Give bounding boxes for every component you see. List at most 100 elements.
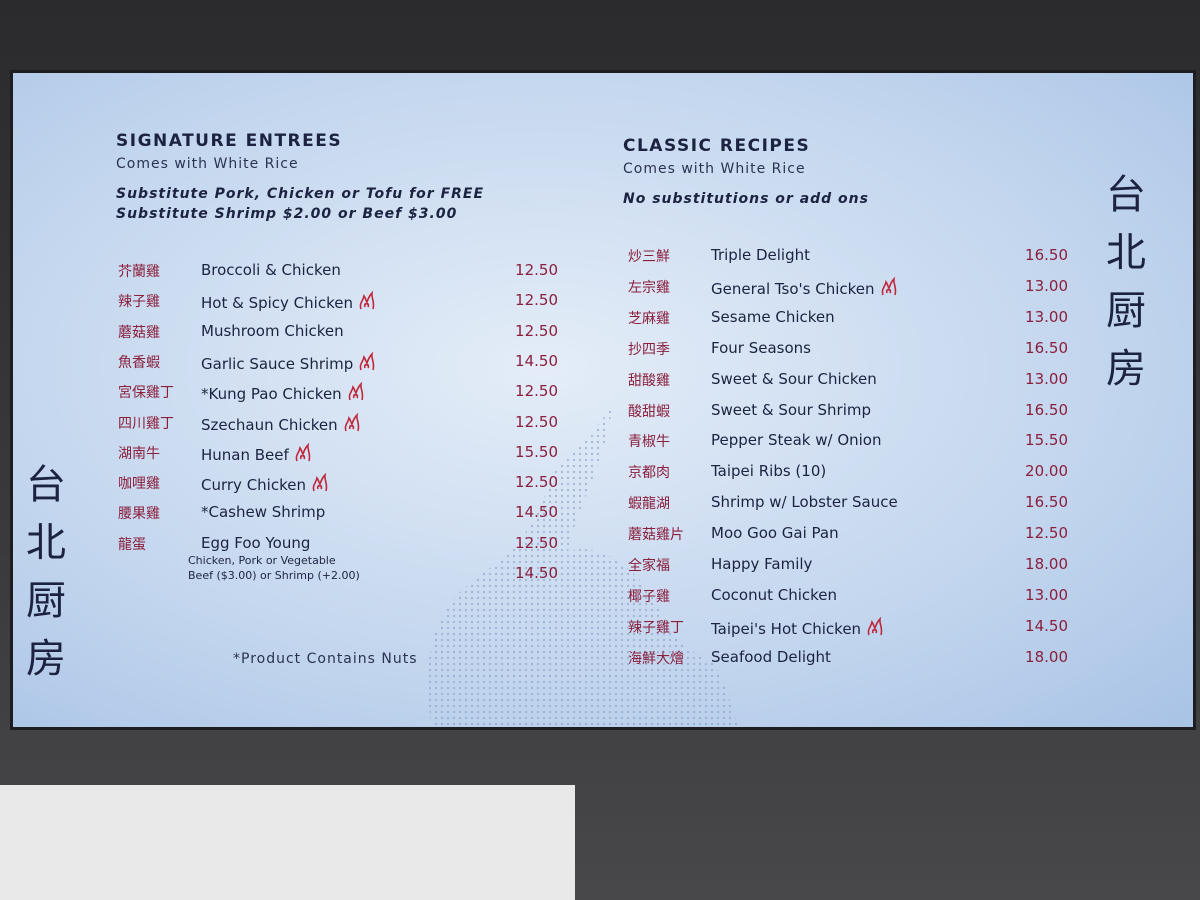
item-name: Coconut Chicken bbox=[711, 586, 837, 604]
price: 15.50 bbox=[1025, 431, 1068, 450]
price: 14.50 bbox=[515, 564, 558, 582]
item-name-text: Sweet & Sour Chicken bbox=[711, 369, 877, 388]
item-name: Taipei Ribs (10) bbox=[711, 462, 826, 480]
item-name-text: General Tso's Chicken bbox=[711, 279, 875, 298]
chinese-name: 海鮮大燴 bbox=[628, 650, 684, 667]
price: 18.00 bbox=[1025, 555, 1068, 573]
spicy-icon bbox=[359, 290, 375, 310]
spicy-icon bbox=[312, 472, 328, 492]
item-name: Shrimp w/ Lobster Sauce bbox=[711, 493, 898, 511]
item-name-text: Sweet & Sour Shrimp bbox=[711, 400, 871, 419]
item-name: Four Seasons bbox=[711, 339, 811, 357]
spicy-icon bbox=[295, 442, 311, 462]
item-name-text: Hot & Spicy Chicken bbox=[201, 294, 353, 313]
item-name: Garlic Sauce Shrimp bbox=[201, 351, 377, 373]
note: Substitute Shrimp $2.00 or Beef $3.00 bbox=[116, 206, 458, 222]
price: 12.50 bbox=[515, 261, 558, 279]
option-line: Beef ($3.00) or Shrimp (+2.00) bbox=[188, 569, 360, 582]
spicy-icon bbox=[348, 381, 364, 401]
price: 13.00 bbox=[1025, 585, 1068, 604]
chinese-name: 蘑菇雞 bbox=[118, 324, 160, 341]
item-name: Hunan Beef bbox=[201, 442, 313, 464]
price: 13.00 bbox=[1025, 276, 1068, 295]
menu-screen: SIGNATURE ENTREES Comes with White Rice … bbox=[10, 70, 1196, 730]
item-name: Sesame Chicken bbox=[711, 308, 835, 326]
item-name: *Cashew Shrimp bbox=[201, 503, 325, 521]
item-name-text: Happy Family bbox=[711, 555, 813, 573]
item-name-text: Taipei Ribs (10) bbox=[711, 462, 827, 481]
price: 15.50 bbox=[515, 442, 558, 461]
item-name-text: Sesame Chicken bbox=[711, 307, 835, 326]
price: 13.00 bbox=[1025, 307, 1068, 326]
item-name-text: *Cashew Shrimp bbox=[201, 503, 326, 522]
section-subtitle: Comes with White Rice bbox=[116, 156, 299, 172]
chinese-name: 椰子雞 bbox=[628, 588, 670, 605]
option-line: Chicken, Pork or Vegetable bbox=[188, 554, 336, 567]
price: 20.00 bbox=[1025, 462, 1068, 481]
chinese-name: 芝麻雞 bbox=[628, 310, 670, 327]
item-name: Hot & Spicy Chicken bbox=[201, 290, 377, 313]
item-name: Curry Chicken bbox=[201, 472, 330, 495]
price: 12.50 bbox=[1025, 524, 1068, 543]
item-name-text: *Kung Pao Chicken bbox=[201, 385, 342, 404]
section-title: SIGNATURE ENTREES bbox=[116, 131, 343, 151]
item-name-text: Mushroom Chicken bbox=[201, 321, 344, 340]
chinese-name: 青椒牛 bbox=[628, 434, 670, 451]
chinese-name: 甜酸雞 bbox=[628, 372, 670, 389]
chinese-name: 芥蘭雞 bbox=[118, 264, 160, 280]
brand-vertical: 台北厨房 bbox=[19, 463, 65, 695]
flame-decoration bbox=[427, 403, 740, 727]
chinese-name: 龍蛋 bbox=[118, 536, 146, 553]
price: 14.50 bbox=[515, 351, 558, 370]
item-name: Moo Goo Gai Pan bbox=[711, 524, 839, 542]
note: Substitute Pork, Chicken or Tofu for FRE… bbox=[116, 186, 485, 202]
item-name: Szechaun Chicken bbox=[201, 412, 362, 434]
chinese-name: 湖南牛 bbox=[118, 445, 160, 462]
item-name-text: Shrimp w/ Lobster Sauce bbox=[711, 493, 898, 512]
item-name-text: Taipei's Hot Chicken bbox=[711, 619, 862, 638]
price: 16.50 bbox=[1025, 493, 1068, 512]
item-name: Sweet & Sour Shrimp bbox=[711, 401, 871, 419]
item-name: *Kung Pao Chicken bbox=[201, 381, 366, 404]
chinese-name: 抄四季 bbox=[628, 341, 670, 358]
price: 13.00 bbox=[1025, 369, 1068, 388]
note: No substitutions or add ons bbox=[623, 191, 869, 207]
footnote: *Product Contains Nuts bbox=[233, 651, 418, 667]
item-name-text: Triple Delight bbox=[711, 246, 811, 264]
item-name-text: Curry Chicken bbox=[201, 476, 306, 495]
price: 12.50 bbox=[515, 321, 558, 340]
item-name-text: Moo Goo Gai Pan bbox=[711, 524, 839, 543]
section-subtitle: Comes with White Rice bbox=[623, 161, 806, 177]
item-name: Sweet & Sour Chicken bbox=[711, 370, 877, 388]
spicy-icon bbox=[344, 412, 359, 431]
item-name: Mushroom Chicken bbox=[201, 322, 344, 340]
chinese-name: 四川雞丁 bbox=[118, 415, 174, 432]
chinese-name: 蝦龍湖 bbox=[628, 496, 670, 513]
chinese-name: 腰果雞 bbox=[118, 506, 160, 523]
section-title: CLASSIC RECIPES bbox=[623, 136, 811, 156]
item-name-text: Szechaun Chicken bbox=[201, 415, 338, 434]
chinese-name: 炒三鮮 bbox=[628, 249, 670, 265]
chinese-name: 蘑菇雞片 bbox=[628, 527, 684, 544]
item-name: Triple Delight bbox=[711, 246, 810, 264]
chinese-name: 咖哩雞 bbox=[118, 476, 160, 493]
price: 12.50 bbox=[515, 412, 558, 431]
item-name: Seafood Delight bbox=[711, 648, 831, 666]
chinese-name: 全家福 bbox=[628, 558, 670, 574]
item-name-text: Pepper Steak w/ Onion bbox=[711, 431, 882, 450]
counter bbox=[0, 785, 575, 900]
item-name-text: Broccoli & Chicken bbox=[201, 261, 341, 279]
item-name: Pepper Steak w/ Onion bbox=[711, 431, 881, 449]
chinese-name: 魚香蝦 bbox=[118, 354, 160, 371]
chinese-name: 京都肉 bbox=[628, 465, 670, 482]
chinese-name: 酸甜蝦 bbox=[628, 403, 670, 420]
spicy-icon bbox=[867, 616, 883, 636]
item-name-text: Seafood Delight bbox=[711, 647, 831, 666]
brand-vertical: 台北厨房 bbox=[1099, 173, 1145, 405]
price: 12.50 bbox=[515, 533, 558, 552]
item-name-text: Garlic Sauce Shrimp bbox=[201, 354, 354, 373]
chinese-name: 左宗雞 bbox=[628, 279, 670, 296]
item-name-text: Four Seasons bbox=[711, 338, 811, 357]
item-name: Happy Family bbox=[711, 555, 812, 573]
